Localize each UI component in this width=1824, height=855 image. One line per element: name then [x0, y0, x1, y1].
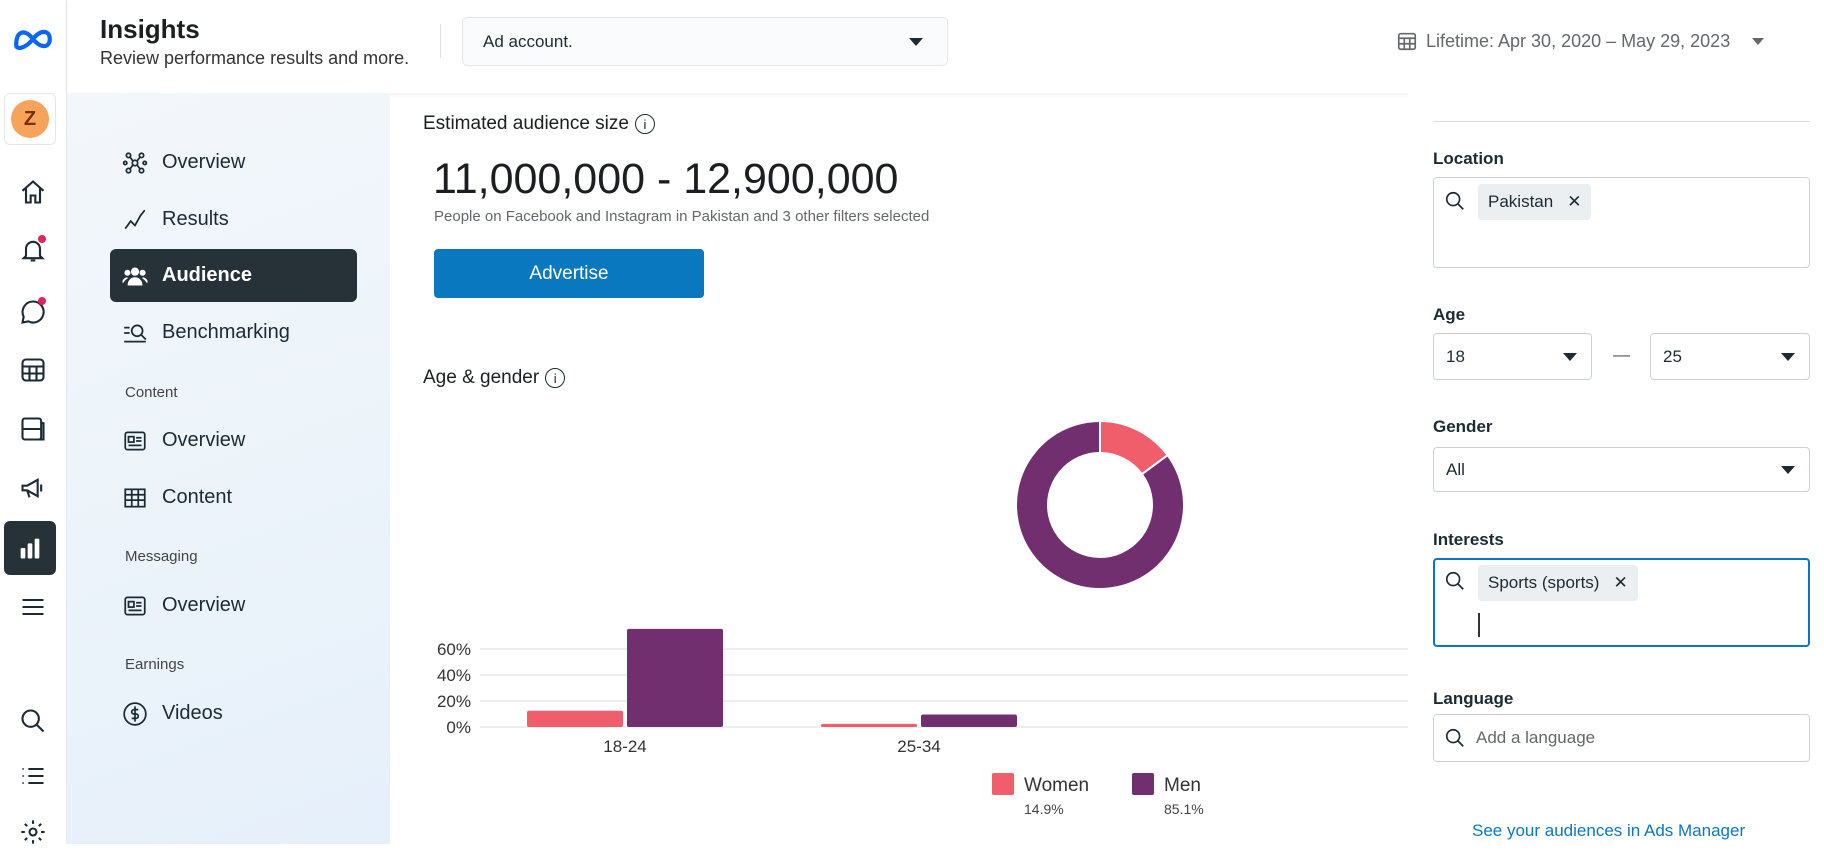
interest-chip: Sports (sports) ✕ — [1478, 565, 1638, 601]
y-tick-label: 40% — [437, 666, 471, 685]
nav-item-videos[interactable]: Videos — [110, 687, 357, 740]
search-icon — [1445, 191, 1464, 210]
gender-label: Gender — [1433, 417, 1493, 436]
nav-section-content: Content — [125, 384, 178, 401]
audience-size-description: People on Facebook and Instagram in Paki… — [434, 208, 930, 225]
divider — [440, 24, 441, 58]
page-subtitle: Review performance results and more. — [100, 48, 410, 68]
pages-icon[interactable] — [10, 406, 56, 452]
nav-item-overview[interactable]: Overview — [110, 136, 357, 189]
y-tick-label: 0% — [446, 718, 471, 737]
remove-icon[interactable]: ✕ — [1567, 192, 1582, 211]
bar-men-25-34 — [921, 714, 1017, 727]
donut-slice-men — [1015, 419, 1185, 590]
chat-icon[interactable] — [10, 289, 56, 335]
date-range-picker[interactable]: Lifetime: Apr 30, 2020 – May 29, 2023 — [1396, 30, 1765, 52]
y-tick-label: 60% — [437, 640, 471, 659]
interests-input[interactable]: Sports (sports) ✕ — [1433, 558, 1810, 647]
nav-item-results[interactable]: Results — [110, 193, 357, 246]
age-min-select[interactable]: 18 — [1433, 333, 1592, 380]
insights-nav: Overview Results Audience Benchmarking C… — [67, 93, 390, 844]
table-icon — [124, 487, 146, 508]
network-icon — [122, 151, 148, 174]
bar-men-18-24 — [627, 628, 723, 727]
list-icon[interactable] — [10, 753, 56, 799]
remove-icon[interactable]: ✕ — [1613, 573, 1628, 592]
age-label: Age — [1433, 305, 1466, 324]
legend-percent: 14.9% — [1024, 801, 1064, 817]
legend-label: Men — [1164, 775, 1201, 796]
search-icon[interactable] — [10, 698, 56, 744]
caret-down-icon — [909, 37, 923, 46]
nav-section-messaging: Messaging — [125, 548, 198, 565]
left-rail: Z — [0, 0, 67, 844]
x-tick-label: 18-24 — [603, 737, 646, 756]
interests-label: Interests — [1433, 530, 1504, 549]
home-icon[interactable] — [10, 169, 56, 215]
post-icon — [124, 430, 146, 451]
benchmark-icon — [124, 324, 147, 343]
legend-swatch-men — [1132, 773, 1154, 795]
bar-women-18-24 — [527, 710, 623, 727]
nav-item-content-overview[interactable]: Overview — [110, 414, 357, 467]
caret-down-icon — [1563, 352, 1577, 361]
people-icon — [122, 267, 148, 286]
post-icon — [124, 595, 146, 616]
divider — [1433, 121, 1810, 122]
location-chip: Pakistan ✕ — [1478, 184, 1592, 220]
legend-label: Women — [1024, 775, 1089, 796]
legend-percent: 85.1% — [1164, 801, 1204, 817]
location-label: Location — [1433, 149, 1504, 168]
bar-women-25-34 — [821, 723, 917, 727]
location-input[interactable]: Pakistan ✕ — [1433, 177, 1810, 268]
language-input[interactable]: Add a language — [1433, 714, 1810, 762]
age-max-select[interactable]: 25 — [1650, 333, 1810, 380]
megaphone-icon[interactable] — [10, 465, 56, 511]
page-title: Insights — [100, 14, 200, 44]
table-icon[interactable] — [10, 347, 56, 393]
text-cursor — [1478, 613, 1480, 637]
filters-panel: Location Pakistan ✕ Age 18 — 25 Gender Al… — [1408, 93, 1824, 844]
age-range-separator: — — [1613, 345, 1630, 364]
dollar-icon — [123, 701, 147, 726]
info-icon[interactable]: i — [634, 114, 655, 134]
gender-select[interactable]: All — [1433, 447, 1810, 492]
age-gender-chart: 0% 20% 40% 60% 18-24 25-34 Women 14.9% Men 85.1% — [437, 419, 1408, 817]
info-icon[interactable]: i — [545, 368, 566, 388]
audience-size-value: 11,000,000 - 12,900,000 — [433, 155, 899, 203]
ad-account-select[interactable]: Ad account. — [462, 17, 948, 66]
nav-item-audience[interactable]: Audience — [110, 249, 357, 302]
nav-section-earnings: Earnings — [125, 656, 185, 673]
audience-size-title: Estimated audience size i — [423, 113, 655, 135]
menu-icon[interactable] — [10, 584, 56, 630]
x-tick-label: 25-34 — [897, 737, 940, 756]
search-icon — [1445, 728, 1464, 747]
header: Insights Review performance results and … — [67, 0, 1824, 93]
trend-icon — [124, 209, 146, 229]
search-icon — [1445, 571, 1464, 590]
nav-item-benchmarking[interactable]: Benchmarking — [110, 306, 357, 359]
caret-down-icon — [1781, 352, 1795, 361]
ads-manager-link[interactable]: See your audiences in Ads Manager — [1472, 821, 1746, 840]
caret-down-icon — [1752, 37, 1765, 45]
nav-item-messaging-overview[interactable]: Overview — [110, 579, 357, 632]
gear-icon[interactable] — [10, 809, 56, 855]
nav-item-content[interactable]: Content — [110, 471, 357, 524]
insights-icon[interactable] — [4, 521, 56, 575]
bell-icon[interactable] — [10, 227, 56, 273]
advertise-button[interactable]: Advertise — [434, 249, 704, 298]
meta-logo-icon[interactable] — [10, 16, 56, 62]
legend-swatch-women — [992, 773, 1014, 795]
language-label: Language — [1433, 689, 1514, 708]
calendar-icon — [1397, 32, 1417, 51]
y-tick-label: 20% — [437, 692, 471, 711]
age-gender-title: Age & gender i — [423, 367, 566, 389]
caret-down-icon — [1781, 465, 1795, 474]
avatar[interactable]: Z — [4, 93, 56, 145]
